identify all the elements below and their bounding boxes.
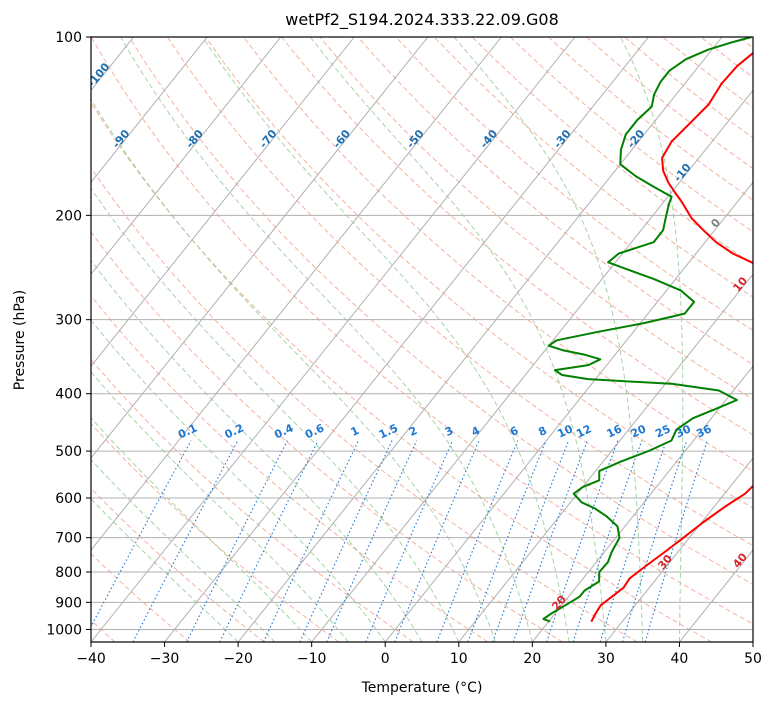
mixing-ratio-line — [492, 440, 570, 642]
x-tick-label: 0 — [381, 651, 390, 667]
isotherm-line — [91, 37, 208, 184]
moist-adiabat — [91, 187, 460, 642]
moist-adiabat — [91, 319, 386, 642]
moist-adiabat — [91, 498, 239, 642]
mixing-ratio-line — [186, 440, 288, 642]
y-tick-label: 700 — [55, 531, 82, 547]
dry-adiabat — [91, 166, 638, 642]
mixing-ratio-line — [599, 440, 667, 642]
dry-adiabat — [91, 101, 713, 642]
mixing-ratio-label: 12 — [574, 422, 593, 440]
x-axis-label: Temperature (°C) — [361, 680, 483, 696]
mixing-ratio-line — [326, 440, 418, 642]
isotherm-line — [531, 365, 753, 642]
mixing-ratio-label: 10 — [555, 422, 575, 440]
y-tick-label: 200 — [55, 208, 82, 224]
mixing-ratio-label: 16 — [605, 422, 625, 440]
isotherm-line — [91, 37, 502, 551]
x-tick-label: 50 — [744, 651, 762, 667]
moist-adiabat-lines — [91, 37, 684, 642]
isotherm-line — [91, 37, 576, 642]
plot-frame — [90, 36, 754, 643]
y-tick-label: 400 — [55, 387, 82, 403]
isotherm-line — [458, 273, 753, 642]
moist-adiabat — [453, 37, 644, 642]
dry-adiabat — [91, 37, 753, 625]
mixing-ratio-line — [622, 440, 688, 642]
moist-adiabat — [91, 259, 423, 642]
moist-adiabat — [120, 37, 533, 642]
isotherm-line — [605, 457, 753, 642]
mixing-ratio-label: 36 — [694, 422, 714, 440]
dry-adiabat — [395, 37, 753, 332]
mixing-ratio-line — [512, 440, 588, 642]
dry-adiabat — [91, 487, 265, 642]
y-tick-label: 800 — [55, 565, 82, 581]
dewpoint-profile-line — [542, 37, 752, 623]
moist-adiabat — [91, 459, 276, 642]
x-tick-label: 40 — [671, 651, 689, 667]
y-tick-label: 100 — [55, 30, 82, 46]
y-tick-label: 900 — [55, 595, 82, 611]
dry-adiabat — [91, 423, 340, 642]
dry-adiabat — [357, 37, 753, 366]
isotherm-line — [91, 37, 429, 459]
temperature-profile-line — [590, 51, 753, 623]
isotherm-line — [237, 37, 723, 642]
chart-title: wetPf2_S194.2024.333.22.09.G08 — [285, 10, 559, 30]
isotherm-line — [91, 37, 355, 367]
mixing-ratio-line — [299, 440, 393, 642]
x-tick-label: 10 — [450, 651, 468, 667]
x-tick-label: 20 — [523, 651, 541, 667]
dry-adiabat — [243, 37, 753, 472]
y-tick-label: 1000 — [46, 622, 82, 638]
plot-area: 0.1 0.2 0.4 0.6 1 1.5 2 3 4 6 8 10 12 16 20 25 30 36 -100… — [91, 37, 753, 642]
mixing-ratio-line — [219, 440, 319, 642]
x-tick-label: −10 — [297, 651, 327, 667]
isotherm-line — [384, 181, 753, 642]
x-axis: −40 −30 −20 −10 0 10 20 30 40 50 — [76, 642, 762, 667]
x-tick-label: −20 — [223, 651, 253, 667]
y-tick-label: 300 — [55, 313, 82, 329]
dry-adiabat — [91, 295, 489, 642]
mixing-ratio-line — [91, 440, 192, 628]
x-tick-label: −40 — [76, 651, 106, 667]
mixing-ratio-line — [365, 440, 454, 642]
y-axis: 100 200 300 400 500 600 700 800 900 1000 — [46, 30, 91, 638]
mixing-ratio-label: 25 — [653, 422, 672, 440]
y-axis-label: Pressure (hPa) — [12, 290, 28, 390]
x-tick-label: 30 — [597, 651, 615, 667]
isotherm-line — [91, 37, 282, 276]
y-tick-label: 500 — [55, 444, 82, 460]
moist-adiabat — [619, 37, 684, 642]
mixing-ratio-line — [644, 440, 708, 642]
dry-adiabat — [281, 37, 753, 436]
mixing-ratio-label: 30 — [674, 422, 694, 440]
grid-lines — [91, 37, 753, 642]
isotherm-line — [164, 37, 649, 642]
dry-adiabat — [205, 37, 753, 509]
mixing-ratio-label: 20 — [629, 422, 649, 440]
mixing-ratio-line — [546, 440, 619, 642]
mixing-ratio-line — [394, 440, 480, 642]
dry-adiabat — [91, 553, 191, 642]
moist-adiabat — [310, 37, 607, 642]
x-tick-label: −30 — [150, 651, 180, 667]
moist-adiabat — [202, 37, 570, 642]
dry-adiabat — [128, 37, 753, 585]
profile-lines — [542, 37, 753, 623]
y-tick-label: 600 — [55, 491, 82, 507]
isotherm-line — [311, 89, 753, 642]
